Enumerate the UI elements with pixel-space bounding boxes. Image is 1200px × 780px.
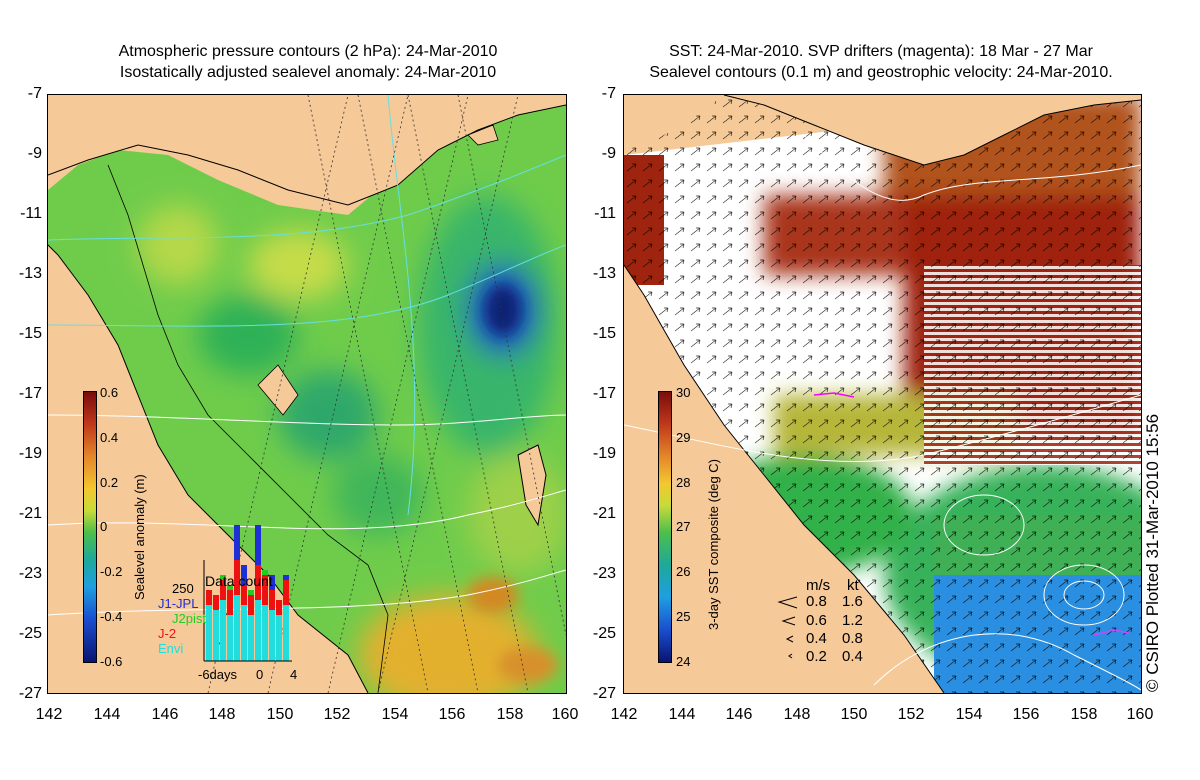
left-colorbar-tick: 0.6 <box>100 385 119 400</box>
data-count-xlabel: -6days <box>198 667 238 682</box>
right-colorbar-tick: 25 <box>676 609 691 624</box>
right-x-tick: 158 <box>1070 706 1098 723</box>
left-y-tick: -11 <box>20 205 42 222</box>
right-colorbar-tick: 26 <box>676 564 691 579</box>
left-x-tick: 146 <box>151 706 179 723</box>
right-y-tick: -21 <box>592 505 616 522</box>
left-colorbar-tick: -0.4 <box>100 609 123 624</box>
velocity-legend-kt: 1.2 <box>842 612 863 629</box>
left-title-line1: Atmospheric pressure contours (2 hPa): 2… <box>118 43 498 60</box>
right-map-sst <box>623 94 1142 694</box>
right-y-tick: -17 <box>592 385 616 402</box>
left-x-tick: 154 <box>381 706 409 723</box>
right-colorbar-tick: 30 <box>676 385 691 400</box>
data-count-legend-item: J1-JPL <box>158 596 199 611</box>
right-y-tick: -11 <box>594 205 616 222</box>
velocity-legend-arrows <box>777 596 798 659</box>
right-colorbar-tick: 29 <box>676 430 691 445</box>
velocity-legend-header-ms: m/s <box>806 577 831 594</box>
right-x-tick: 146 <box>725 706 753 723</box>
velocity-legend-ms: 0.2 <box>806 648 827 665</box>
right-y-tick: -19 <box>592 445 616 462</box>
right-x-tick: 150 <box>840 706 868 723</box>
left-y-tick: -15 <box>18 325 42 342</box>
left-x-tick: 142 <box>35 706 63 723</box>
left-x-tick: 156 <box>438 706 466 723</box>
velocity-legend-header-kt: kt <box>847 577 859 594</box>
left-x-tick: 160 <box>551 706 579 723</box>
left-map-sealevel-anomaly <box>47 94 567 694</box>
right-x-tick: 160 <box>1126 706 1154 723</box>
left-y-tick: -7 <box>27 85 42 102</box>
left-colorbar-tick: -0.6 <box>100 654 123 669</box>
right-y-tick: -15 <box>592 325 616 342</box>
left-x-tick: 144 <box>93 706 121 723</box>
left-x-tick: 150 <box>266 706 294 723</box>
left-colorbar <box>83 391 97 663</box>
data-count-max: 250 <box>172 581 194 596</box>
right-y-tick: -13 <box>592 265 616 282</box>
right-y-tick: -23 <box>592 565 616 582</box>
data-count-xlabel: 0 <box>256 667 264 682</box>
left-x-tick: 158 <box>496 706 524 723</box>
right-colorbar-tick: 24 <box>676 654 691 669</box>
velocity-legend-kt: 1.6 <box>842 593 863 610</box>
left-y-tick: -9 <box>27 145 42 162</box>
right-map-graphic <box>624 95 1141 693</box>
right-y-tick: -7 <box>601 85 616 102</box>
left-y-tick: -21 <box>18 505 42 522</box>
right-x-tick: 156 <box>1012 706 1040 723</box>
left-y-tick: -23 <box>18 565 42 582</box>
right-y-tick: -9 <box>601 145 616 162</box>
data-count-xlabel: 4 <box>290 667 298 682</box>
velocity-legend-kt: 0.8 <box>842 630 863 647</box>
left-x-tick: 152 <box>323 706 351 723</box>
left-colorbar-tick: 0 <box>100 519 108 534</box>
left-y-tick: -19 <box>18 445 42 462</box>
right-x-tick: 144 <box>668 706 696 723</box>
right-colorbar-tick: 28 <box>676 475 691 490</box>
data-count-legend-item: J-2 <box>158 626 177 641</box>
left-y-tick: -25 <box>18 625 42 642</box>
right-x-tick: 148 <box>783 706 811 723</box>
data-count-title: Data count <box>205 573 273 589</box>
left-y-tick: -27 <box>18 685 42 702</box>
left-colorbar-tick: 0.2 <box>100 475 119 490</box>
right-y-tick: -25 <box>592 625 616 642</box>
left-colorbar-tick: 0.4 <box>100 430 119 445</box>
right-colorbar-tick: 27 <box>676 519 691 534</box>
right-x-tick: 142 <box>610 706 638 723</box>
right-colorbar-label: 3-day SST composite (deg C) <box>706 459 721 630</box>
velocity-legend-ms: 0.4 <box>806 630 827 647</box>
left-x-tick: 148 <box>208 706 236 723</box>
left-title-line2: Isostatically adjusted sealevel anomaly:… <box>119 64 497 81</box>
copyright-note: © CSIRO Plotted 31-Mar-2010 15:56 <box>1143 413 1162 692</box>
data-count-bars <box>203 525 292 662</box>
velocity-legend-ms: 0.6 <box>806 612 827 629</box>
velocity-legend-ms: 0.8 <box>806 593 827 610</box>
right-colorbar <box>658 391 672 663</box>
data-count-legend-item: J2pist <box>172 611 206 626</box>
left-y-tick: -17 <box>18 385 42 402</box>
velocity-legend-kt: 0.4 <box>842 648 863 665</box>
right-title-line2: Sealevel contours (0.1 m) and geostrophi… <box>649 64 1113 81</box>
left-y-tick: -13 <box>18 265 42 282</box>
right-x-tick: 152 <box>897 706 925 723</box>
right-y-tick: -27 <box>592 685 616 702</box>
left-map-graphic <box>48 95 566 693</box>
left-colorbar-label: Sealevel anomaly (m) <box>132 474 147 600</box>
right-title-line1: SST: 24-Mar-2010. SVP drifters (magenta)… <box>669 43 1093 60</box>
left-colorbar-tick: -0.2 <box>100 564 123 579</box>
data-count-legend-item: Envi <box>158 641 184 656</box>
right-x-tick: 154 <box>955 706 983 723</box>
